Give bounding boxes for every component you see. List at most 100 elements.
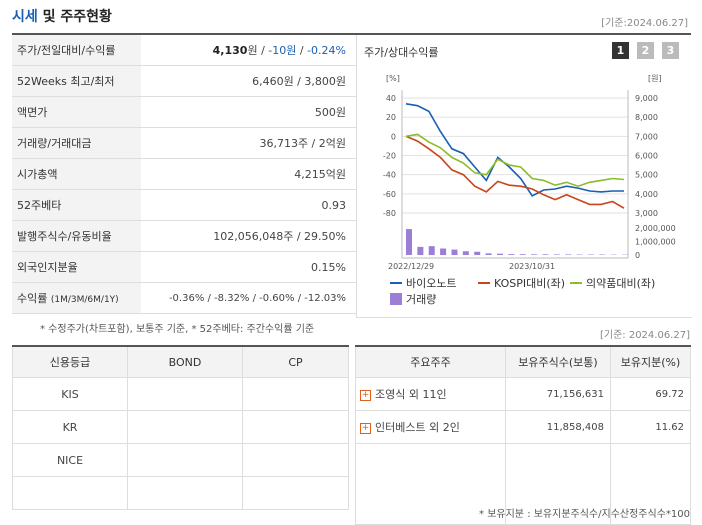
right-tick-label: 9,000	[635, 94, 658, 103]
stat-value: 6,460원 / 3,800원	[141, 65, 356, 97]
volume-tick-label: 0	[635, 251, 640, 260]
legend-label: 의약품대비(좌)	[586, 276, 655, 290]
x-tick-label: 2022/12/29	[388, 262, 434, 271]
table-row: + 조영식 외 11인 71,156,631 69.72	[355, 377, 691, 411]
table-row: 액면가 500원	[12, 96, 356, 128]
volume-bar	[406, 229, 412, 255]
holding-ratio: 11.62	[610, 410, 691, 444]
column-header: 주요주주	[355, 345, 506, 378]
major-shareholders-table: 주요주주 보유주식수(보통) 보유지분(%) + 조영식 외 11인 71,156…	[355, 345, 691, 525]
chart-tab-3[interactable]: 3	[662, 42, 679, 59]
expand-plus-icon[interactable]: +	[360, 389, 371, 401]
stat-label: 시가총액	[12, 158, 141, 190]
table-row	[12, 476, 349, 510]
stat-value: 102,056,048주 / 29.50%	[141, 220, 356, 252]
header-divider	[12, 33, 691, 35]
column-header: BOND	[127, 345, 243, 378]
table-cell	[127, 476, 243, 510]
left-tick-label: -20	[383, 152, 396, 161]
rating-agency: KR	[12, 410, 128, 444]
chart-tab-1[interactable]: 1	[612, 42, 629, 59]
credit-rating-table: 신용등급 BOND CP KIS KR NICE	[12, 345, 349, 510]
stat-value: 4,215억원	[141, 158, 356, 190]
volume-tick-label: 1,000,000	[635, 238, 676, 247]
volume-bar	[440, 248, 447, 255]
volume-bar	[485, 253, 492, 255]
table-row: 수익률 (1M/3M/6M/1Y) -0.36% / -8.32% / -0.6…	[12, 282, 356, 314]
reference-date: [기준:2024.06.27]	[601, 18, 688, 29]
expand-plus-icon[interactable]: +	[360, 422, 371, 434]
table-cell	[127, 443, 243, 477]
rating-agency: KIS	[12, 377, 128, 411]
stat-label: 수익률 (1M/3M/6M/1Y)	[12, 282, 141, 314]
table-row: KR	[12, 410, 349, 444]
column-header: CP	[242, 345, 349, 378]
volume-bar	[508, 254, 515, 255]
series-line-2	[405, 133, 625, 188]
table-cell	[610, 443, 691, 525]
shares-held: 11,858,408	[505, 410, 611, 444]
price-chart: [%] [원] 40 9,000 20 8,000 0 7,000 -20 6,000 -40 5,0…	[383, 74, 676, 306]
x-tick-label: 2023/10/31	[509, 262, 555, 271]
column-header: 보유주식수(보통)	[505, 345, 611, 378]
chart-title: 주가/상대수익률	[364, 46, 439, 59]
stat-label: 52Weeks 최고/최저	[12, 65, 141, 97]
stat-value: 0.15%	[141, 251, 356, 283]
left-tick-label: 0	[391, 132, 396, 141]
right-tick-label: 4,000	[635, 190, 658, 199]
volume-bar	[496, 253, 503, 255]
table-row	[355, 443, 691, 525]
shareholder-name[interactable]: + 조영식 외 11인	[355, 377, 506, 411]
column-header: 보유지분(%)	[610, 345, 691, 378]
volume-bar	[531, 254, 538, 255]
volume-bar	[451, 249, 458, 255]
chart-tab-2[interactable]: 2	[637, 42, 654, 59]
right-tick-label: 5,000	[635, 171, 658, 180]
left-tick-label: -60	[383, 190, 396, 199]
table-row: 주가/전일대비/수익률 4,130원 / -10원 / -0.24%	[12, 35, 356, 66]
table-cell	[242, 410, 349, 444]
holders-footnote: * 보유지분 : 보유지분주식수/지수산정주식수*100	[479, 509, 690, 520]
volume-tick-label: 2,000,000	[635, 224, 676, 233]
series-line-1	[405, 135, 625, 209]
legend-label: KOSPI대비(좌)	[494, 277, 565, 290]
left-tick-label: 20	[386, 113, 396, 122]
volume-bar	[519, 254, 526, 255]
table-row: 발행주식수/유동비율 102,056,048주 / 29.50%	[12, 220, 356, 252]
volume-bar	[565, 254, 572, 255]
table-cell	[242, 476, 349, 510]
rating-agency: NICE	[12, 443, 128, 477]
table-row: NICE	[12, 443, 349, 477]
stat-label: 액면가	[12, 96, 141, 128]
stat-label: 외국인지분율	[12, 251, 141, 283]
page-title: 시세 및 주주현황	[12, 9, 112, 25]
stat-value: 36,713주 / 2억원	[141, 127, 356, 159]
right-tick-label: 7,000	[635, 132, 658, 141]
table-row: KIS	[12, 377, 349, 411]
table-cell	[127, 377, 243, 411]
table-row: 거래량/거래대금 36,713주 / 2억원	[12, 127, 356, 159]
table-row: 52주베타 0.93	[12, 189, 356, 221]
left-tick-label: -40	[383, 171, 396, 180]
shareholder-name[interactable]: + 인터베스트 외 2인	[355, 410, 506, 444]
right-tick-label: 3,000	[635, 209, 658, 218]
right-tick-label: 6,000	[635, 152, 658, 161]
stat-label: 주가/전일대비/수익률	[12, 35, 141, 66]
table-row: 외국인지분율 0.15%	[12, 251, 356, 283]
volume-bar	[462, 251, 469, 255]
table-cell	[242, 443, 349, 477]
table-cell	[505, 443, 611, 525]
volume-bar	[553, 254, 560, 255]
table-cell	[12, 476, 128, 510]
left-tick-label: 40	[386, 94, 396, 103]
volume-bar	[417, 246, 424, 255]
chart-panel	[356, 35, 692, 318]
table-row: + 인터베스트 외 2인 11,858,408 11.62	[355, 410, 691, 444]
table-row: 시가총액 4,215억원	[12, 158, 356, 190]
stat-value: 0.93	[141, 189, 356, 221]
left-tick-label: -80	[383, 209, 396, 218]
stat-label: 거래량/거래대금	[12, 127, 141, 159]
table-header-row: 주요주주 보유주식수(보통) 보유지분(%)	[355, 345, 691, 378]
holding-ratio: 69.72	[610, 377, 691, 411]
right-tick-label: 8,000	[635, 113, 658, 122]
